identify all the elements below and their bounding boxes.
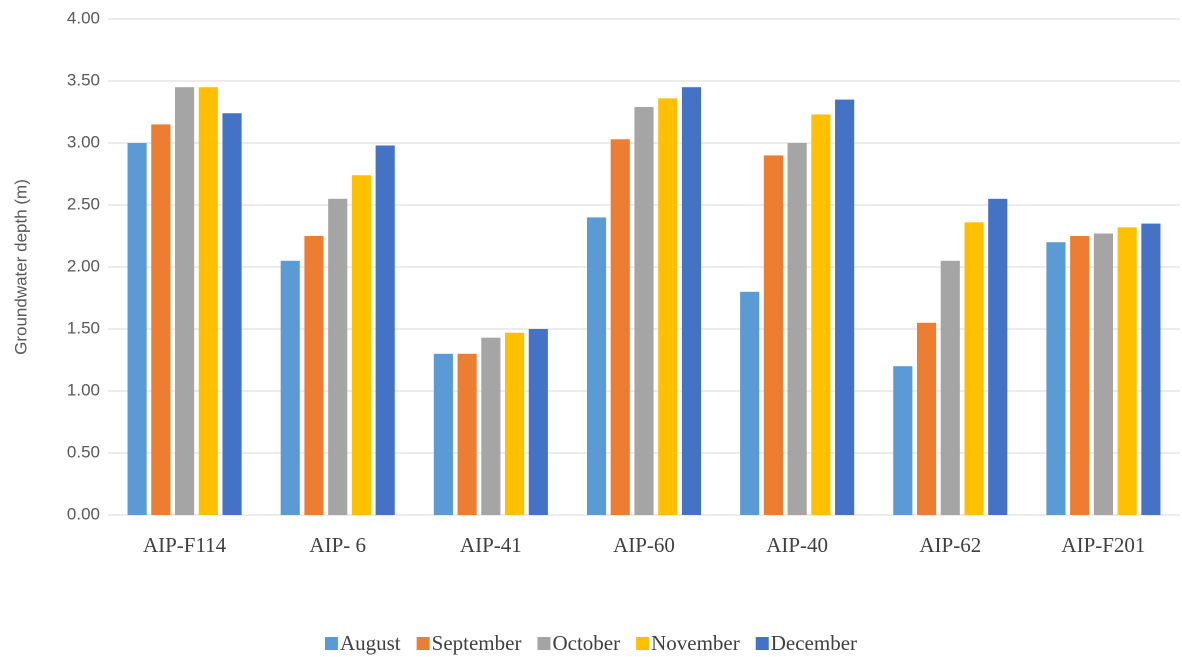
bar bbox=[988, 198, 1008, 516]
x-tick-label: AIP-60 bbox=[613, 533, 675, 557]
x-tick-label: AIP-40 bbox=[766, 533, 828, 557]
x-tick-label: AIP- 6 bbox=[309, 533, 366, 557]
x-tick-label: AIP-62 bbox=[919, 533, 981, 557]
legend-swatch bbox=[324, 637, 338, 650]
x-tick-label: AIP-F201 bbox=[1061, 533, 1145, 557]
x-tick-label: AIP-41 bbox=[460, 533, 522, 557]
legend-label: October bbox=[552, 631, 620, 655]
bar bbox=[940, 260, 960, 515]
y-tick-label: 2.00 bbox=[67, 256, 100, 275]
bar bbox=[658, 98, 678, 516]
bar bbox=[1046, 242, 1066, 515]
legend-swatch bbox=[537, 637, 551, 650]
bar bbox=[375, 145, 395, 516]
bar bbox=[787, 143, 807, 515]
legend-label: November bbox=[651, 631, 740, 655]
legend-swatch bbox=[755, 637, 769, 650]
bar bbox=[634, 107, 654, 515]
bar bbox=[457, 353, 477, 515]
bar bbox=[304, 236, 324, 515]
bar bbox=[893, 366, 913, 515]
bar bbox=[1093, 233, 1113, 515]
y-tick-label: 1.50 bbox=[67, 318, 100, 337]
legend-label: August bbox=[340, 631, 401, 655]
bar bbox=[175, 87, 195, 515]
bar bbox=[198, 87, 218, 515]
bar bbox=[151, 124, 171, 516]
bar bbox=[328, 198, 348, 516]
bar bbox=[681, 87, 702, 515]
bar bbox=[1070, 236, 1090, 515]
bar bbox=[964, 222, 984, 516]
bar bbox=[127, 143, 147, 515]
y-axis-label: Groundwater depth (m) bbox=[11, 179, 30, 355]
bar bbox=[916, 322, 937, 515]
bar bbox=[433, 353, 453, 515]
y-tick-label: 4.00 bbox=[67, 8, 100, 27]
bar bbox=[505, 332, 525, 515]
y-tick-label: 3.00 bbox=[67, 132, 100, 151]
bar bbox=[610, 139, 630, 515]
legend-label: September bbox=[432, 631, 522, 655]
y-tick-label: 0.50 bbox=[67, 442, 100, 461]
legend-swatch bbox=[416, 637, 430, 650]
bar bbox=[740, 291, 760, 515]
legend-label: December bbox=[771, 631, 857, 655]
bar bbox=[280, 260, 300, 515]
y-tick-label: 2.50 bbox=[67, 194, 100, 213]
bar bbox=[1117, 227, 1137, 515]
bar bbox=[1141, 223, 1161, 515]
x-tick-label: AIP-F114 bbox=[143, 533, 227, 557]
bar bbox=[835, 99, 855, 515]
bar bbox=[763, 155, 783, 515]
bar bbox=[481, 337, 501, 515]
legend-swatch bbox=[636, 637, 650, 650]
bar bbox=[528, 329, 548, 515]
bar bbox=[351, 175, 372, 516]
bar bbox=[811, 114, 831, 515]
bar bbox=[222, 113, 242, 516]
y-tick-label: 3.50 bbox=[67, 70, 100, 89]
y-tick-label: 1.00 bbox=[67, 380, 100, 399]
bar bbox=[586, 217, 607, 515]
y-tick-label: 0.00 bbox=[67, 504, 100, 523]
